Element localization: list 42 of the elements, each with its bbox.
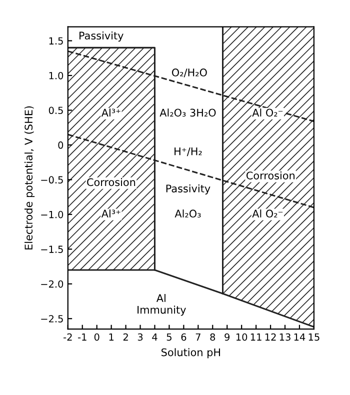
y-tick-label: −2.0 [41,280,64,288]
x-tick-label: -2 [64,333,72,341]
annotation: Al³⁺ [101,108,120,116]
y-tick-label: −2.5 [41,315,63,322]
y-tick-label: 0 [58,141,64,149]
y-tick-label: −1.5 [41,246,63,253]
annotation: Passivity [166,184,210,194]
x-tick-label: 9 [224,333,230,341]
x-tick-label: 15 [308,334,320,341]
y-tick-label: 0.5 [48,106,63,114]
annotation: Al O₂⁻ [252,108,283,117]
x-tick-label: 13 [280,333,290,341]
x-tick-label: 11 [250,334,262,341]
annotation: O₂/H₂O [172,68,207,78]
annotation: Al³⁺ [101,209,120,218]
x-axis-title: Solution pH [162,348,220,358]
x-tick-label: 12 [265,333,276,341]
annotation: Corrosion [87,178,136,186]
annotation: Al₂O₃ 3H₂O [160,108,216,117]
x-tick-label: 4 [152,334,158,341]
y-tick-label: 1.5 [49,37,63,45]
y-tick-label: 1.0 [49,72,64,80]
x-tick-label: 1 [109,334,114,341]
y-tick-label: −0.5 [41,176,63,184]
x-tick-label: 6 [181,333,186,341]
x-tick-label: 3 [138,333,143,341]
x-tick-label: 5 [166,334,172,341]
annotation: Al O₂⁻ [252,209,283,218]
x-tick-label: 0 [94,333,100,341]
annotation: Corrosion [246,171,294,180]
x-tick-label: -1 [78,334,86,341]
y-tick-label: −1.0 [41,210,64,218]
annotation: Al Immunity [138,294,186,316]
x-tick-label: 8 [210,333,216,341]
annotation: Al₂O₃ [174,209,201,218]
x-tick-label: 14 [294,334,306,341]
annotation: H⁺/H₂ [174,148,202,156]
x-tick-label: 7 [196,334,200,341]
y-axis-title: Electrode potential, V (SHE) [24,106,35,250]
annotation: Passivity [80,31,124,42]
x-tick-label: 2 [123,333,128,341]
x-tick-label: 10 [236,333,248,341]
